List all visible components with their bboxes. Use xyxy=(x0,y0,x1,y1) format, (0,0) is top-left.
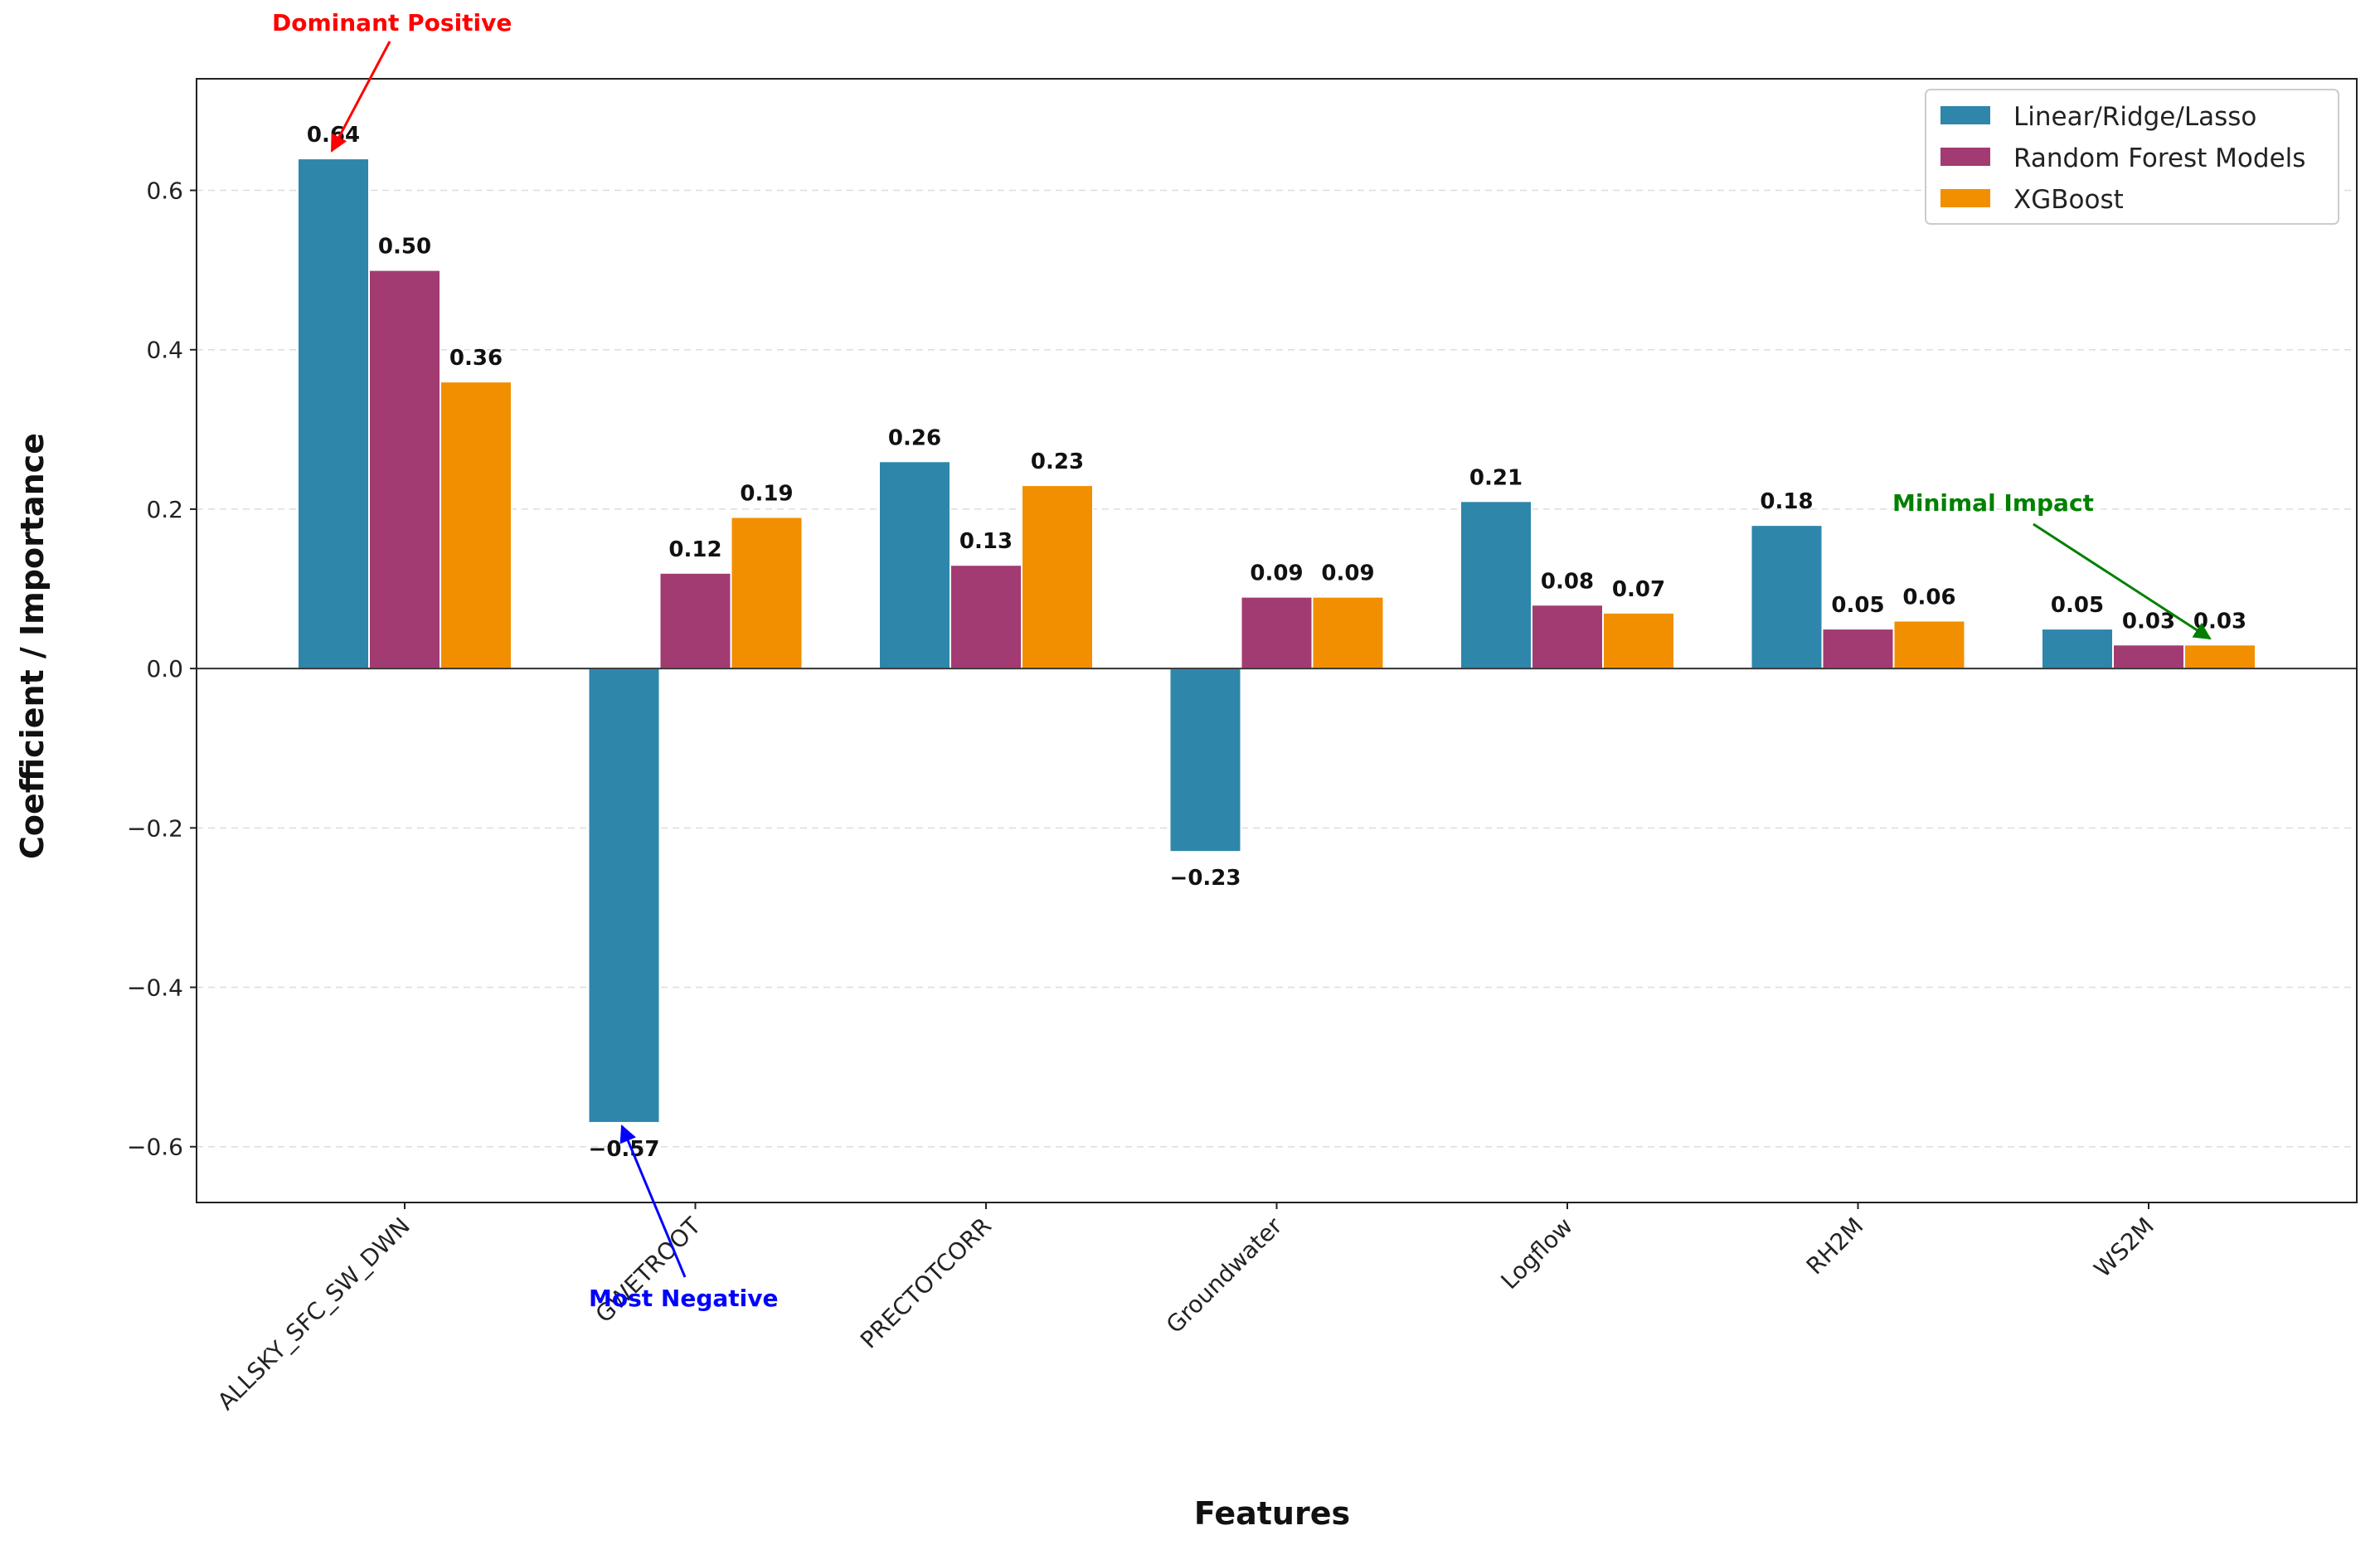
bar-xgboost-gwetroot xyxy=(730,516,804,670)
y-tick-label: 0.2 xyxy=(146,496,183,523)
bar-random-forest-models-gwetroot xyxy=(658,571,732,670)
bar-xgboost-groundwater xyxy=(1311,595,1385,670)
bar-random-forest-models-ws2m xyxy=(2112,644,2185,670)
bar-value-label: 0.06 xyxy=(1902,585,1955,610)
bar-value-label: 0.36 xyxy=(449,346,503,371)
bar-xgboost-rh2m xyxy=(1892,619,1966,670)
bar-xgboost-logflow xyxy=(1602,611,1675,670)
y-axis: −0.6 −0.4 −0.2 0.0 0.2 0.4 0.6 xyxy=(127,177,197,1161)
annotation-most-negative-text: Most Negative xyxy=(589,1285,778,1312)
bar-value-label: 0.12 xyxy=(668,537,721,562)
y-tick-label: 0.0 xyxy=(146,655,183,683)
bar-labels: 0.64 0.50 0.36 −0.57 0.12 0.19 0.26 0.13 0.23 −0.… xyxy=(307,123,2246,1162)
bar-value-label: 0.18 xyxy=(1760,489,1813,514)
x-tick-label: WS2M xyxy=(2089,1212,2159,1283)
bar-value-label: 0.09 xyxy=(1250,561,1303,586)
x-tick-label: PRECTOTCORR xyxy=(855,1212,997,1354)
y-tick-label: −0.6 xyxy=(127,1134,183,1161)
bar-random-forest-models-rh2m xyxy=(1821,628,1895,670)
bar-value-label: 0.05 xyxy=(2051,593,2104,618)
bar-linear-ridge-lasso-prectotcorr xyxy=(878,460,951,670)
x-tick-label: Logflow xyxy=(1495,1212,1577,1295)
annotation-minimal-impact: Minimal Impact xyxy=(1892,489,2212,640)
x-axis-title: Features xyxy=(1194,1495,1350,1532)
x-tick-label: RH2M xyxy=(1801,1212,1869,1280)
legend: Linear/Ridge/Lasso Random Forest Models … xyxy=(1925,89,2339,225)
legend-label-linear: Linear/Ridge/Lasso xyxy=(2013,102,2256,132)
y-axis-title: Coefficient / Importance xyxy=(14,433,51,859)
bar-linear-ridge-lasso-groundwater xyxy=(1168,668,1242,853)
bar-xgboost-allsky-sfc-sw-dwn xyxy=(440,381,512,670)
legend-label-random-forest: Random Forest Models xyxy=(2013,143,2305,173)
x-axis: ALLSKY_SFC_SW_DWN GWETROOT PRECTOTCORR Grou… xyxy=(212,1202,2159,1416)
annotation-most-negative-arrow xyxy=(619,1125,687,1278)
annotation-dominant-positive-text: Dominant Positive xyxy=(272,9,512,36)
y-tick-label: −0.2 xyxy=(127,814,183,842)
y-tick-label: 0.6 xyxy=(146,177,183,205)
y-tick-label: −0.4 xyxy=(127,974,183,1002)
bar-linear-ridge-lasso-allsky-sfc-sw-dwn xyxy=(297,158,370,670)
bar-value-label: 0.03 xyxy=(2122,609,2175,634)
x-tick-label: ALLSKY_SFC_SW_DWN xyxy=(212,1212,415,1416)
y-tick-label: 0.4 xyxy=(146,337,183,364)
annotation-minimal-impact-arrow xyxy=(2033,522,2212,640)
bar-linear-ridge-lasso-gwetroot xyxy=(587,668,661,1124)
x-tick-label: Groundwater xyxy=(1161,1212,1288,1339)
bar-random-forest-models-groundwater xyxy=(1240,595,1314,670)
annotation-minimal-impact-text: Minimal Impact xyxy=(1892,489,2094,517)
bar-value-label: 0.05 xyxy=(1831,593,1884,618)
annotation-most-negative: Most Negative xyxy=(589,1125,778,1312)
bar-xgboost-ws2m xyxy=(2183,644,2256,670)
bar-value-label: 0.50 xyxy=(378,235,431,260)
bar-value-label: 0.26 xyxy=(888,425,941,450)
bar-value-label: 0.13 xyxy=(959,529,1013,554)
annotation-dominant-positive: Dominant Positive xyxy=(272,9,512,153)
bar-value-label: 0.19 xyxy=(740,482,793,507)
annotation-dominant-positive-arrow xyxy=(330,41,391,153)
legend-swatch-random-forest xyxy=(1940,148,1990,166)
legend-swatch-xgboost xyxy=(1940,189,1990,207)
bar-xgboost-prectotcorr xyxy=(1021,484,1094,670)
bar-value-label: 0.21 xyxy=(1469,465,1523,490)
bar-value-label: 0.08 xyxy=(1541,569,1594,594)
legend-swatch-linear xyxy=(1940,106,1990,124)
legend-label-xgboost: XGBoost xyxy=(2013,185,2124,215)
bar-random-forest-models-logflow xyxy=(1531,604,1604,670)
bars xyxy=(297,158,2256,1124)
bar-value-label: 0.09 xyxy=(1321,561,1374,586)
bar-value-label: −0.23 xyxy=(1170,866,1241,891)
bar-linear-ridge-lasso-logflow xyxy=(1460,500,1532,670)
bar-value-label: 0.03 xyxy=(2193,609,2246,634)
bar-value-label: 0.23 xyxy=(1031,449,1084,474)
bar-random-forest-models-allsky-sfc-sw-dwn xyxy=(368,269,441,670)
bar-linear-ridge-lasso-rh2m xyxy=(1750,524,1824,670)
bar-random-forest-models-prectotcorr xyxy=(950,564,1022,670)
legend-box xyxy=(1925,89,2339,225)
bar-value-label: −0.57 xyxy=(589,1137,660,1162)
bar-value-label: 0.64 xyxy=(307,123,360,148)
bar-linear-ridge-lasso-ws2m xyxy=(2041,628,2114,670)
bar-value-label: 0.07 xyxy=(1612,577,1665,602)
